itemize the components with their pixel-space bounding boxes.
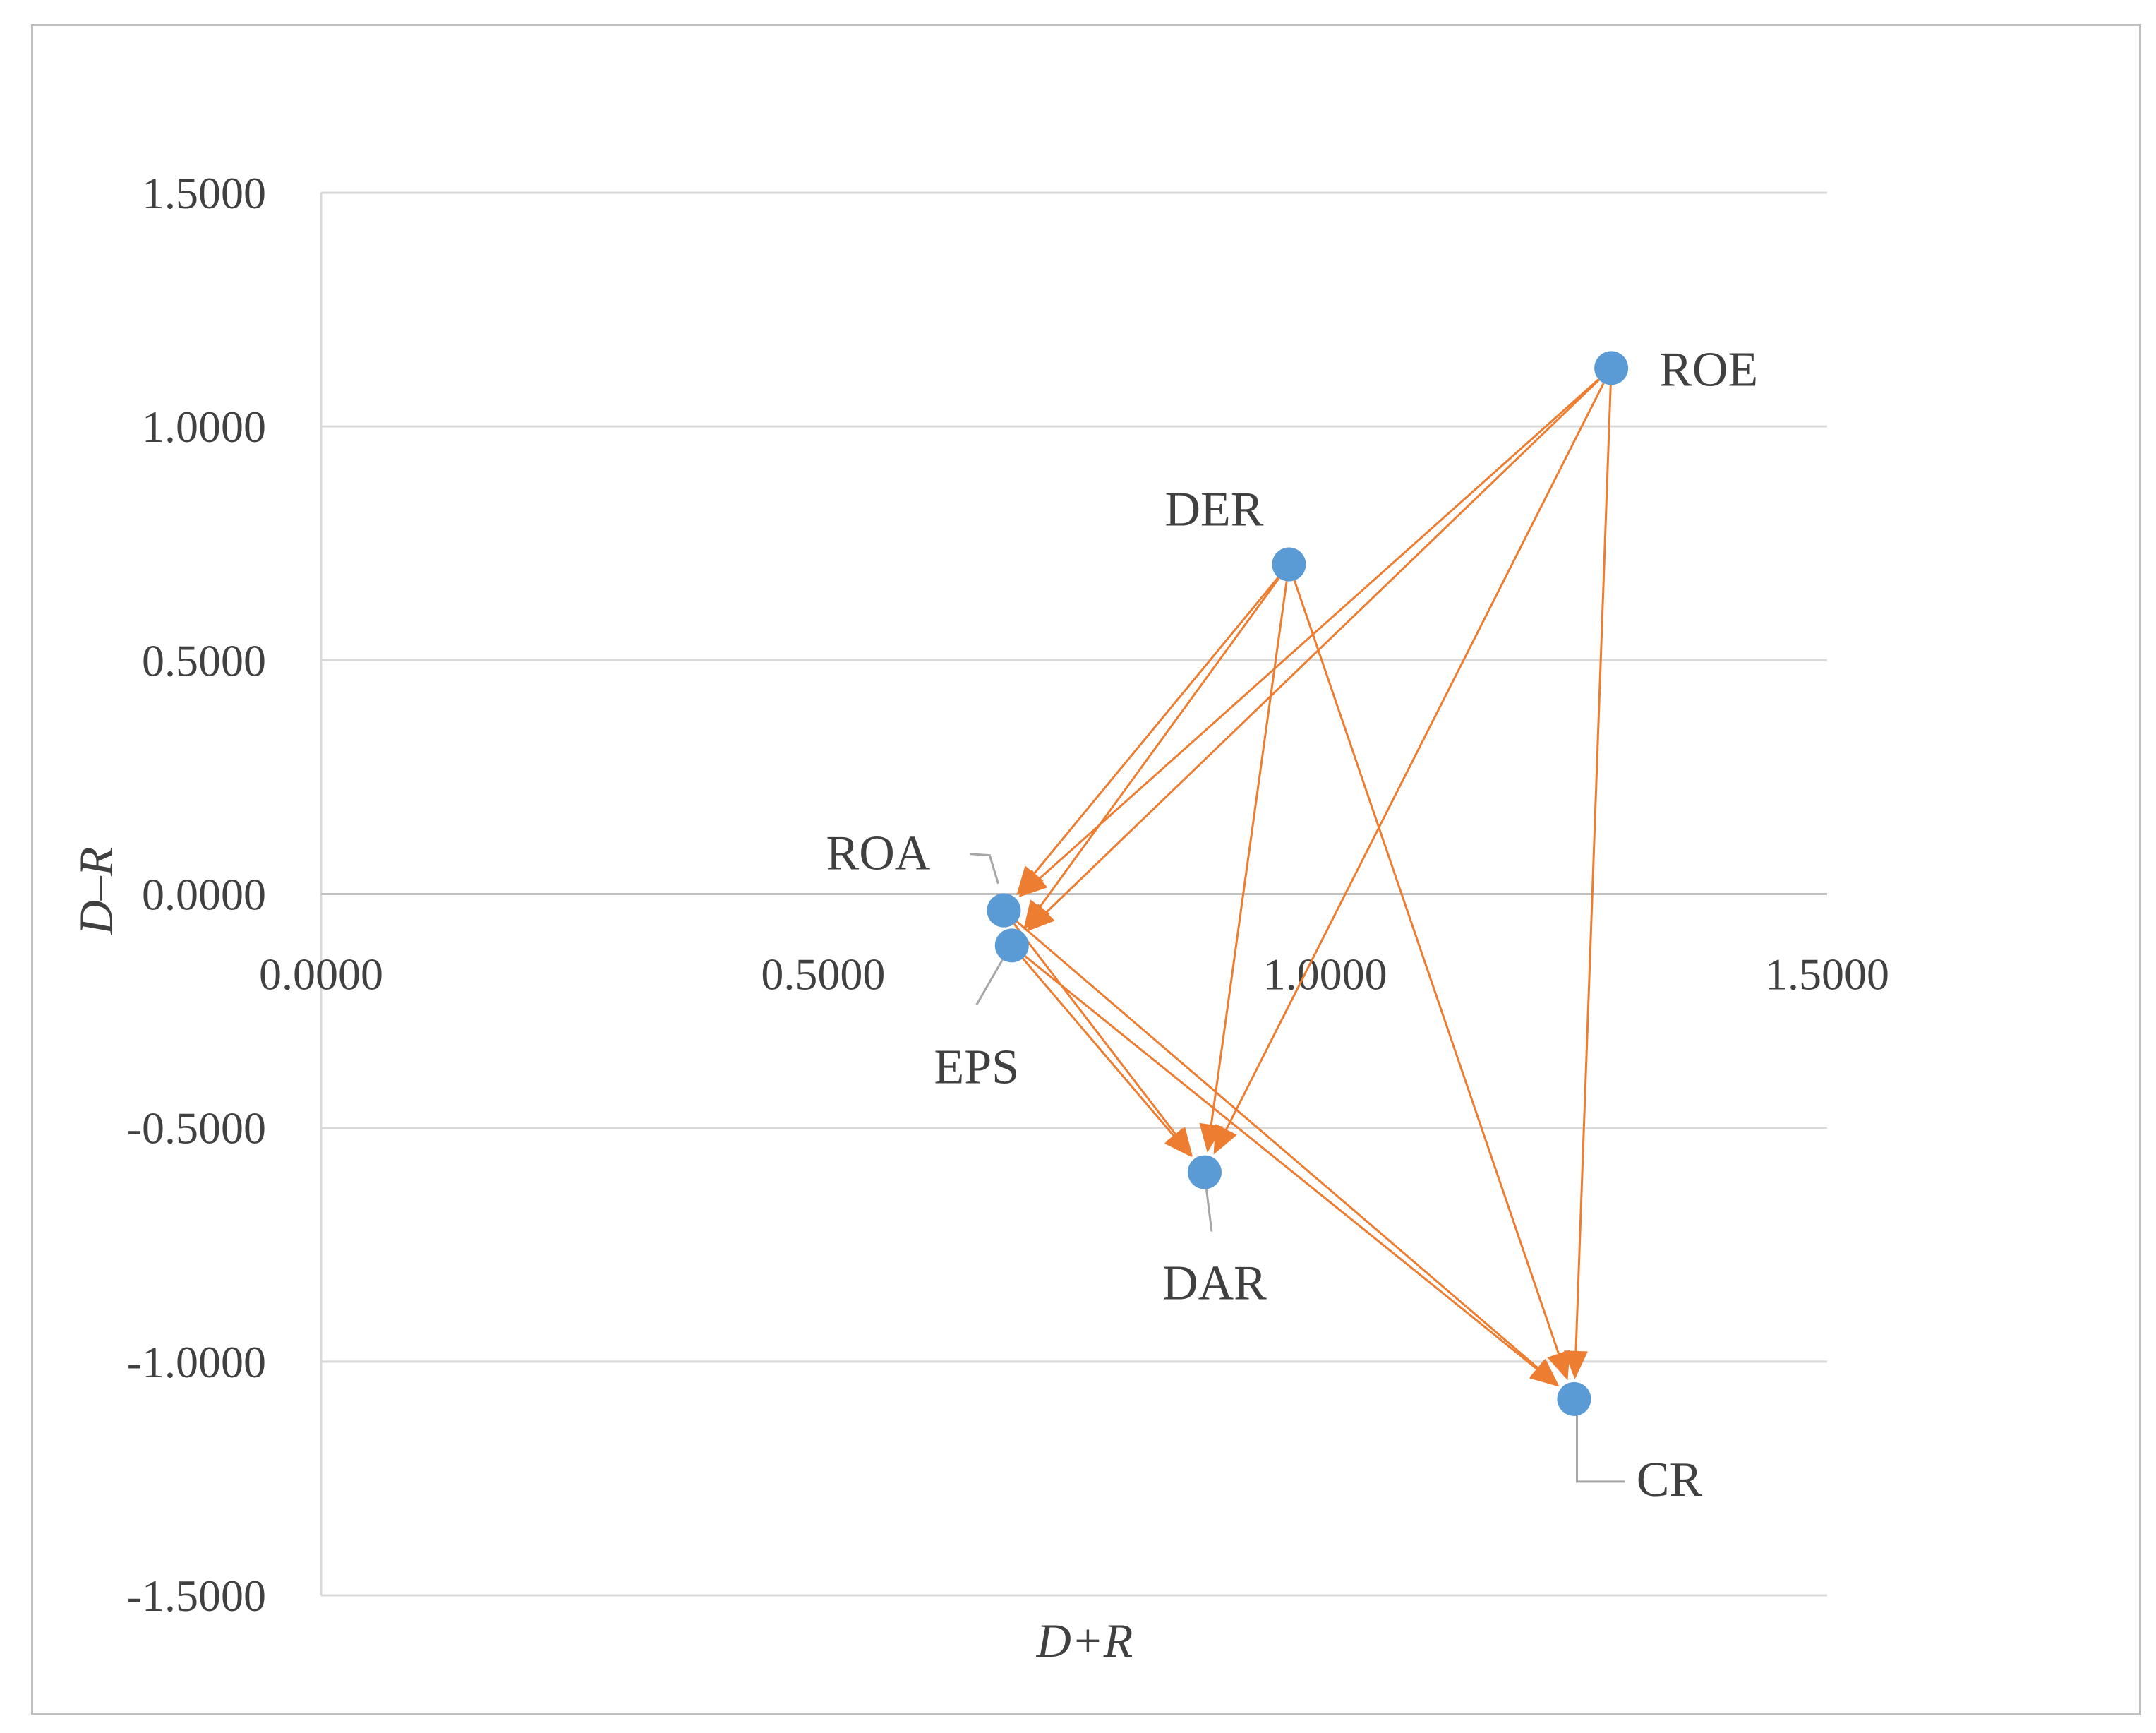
point-label-cr: CR xyxy=(1637,1453,1703,1507)
x-axis-title: D+R xyxy=(1036,1614,1133,1667)
arrowhead-der-to-eps xyxy=(1023,899,1050,930)
axes: 1.5000 1.0000 0.5000 0.0000 -0.5000 -1.0000 -1… xyxy=(127,168,1889,1621)
point-dar xyxy=(1187,1155,1222,1189)
y-tick-label: -0.5000 xyxy=(127,1103,266,1153)
arrow-roe-to-eps xyxy=(1027,378,1600,931)
label-leaders xyxy=(970,853,1625,1483)
arrowhead-eps-to-cr xyxy=(1529,1359,1559,1387)
y-tick-label: 0.5000 xyxy=(142,635,266,685)
arrow-roe-to-dar xyxy=(1214,383,1605,1153)
point-eps xyxy=(994,928,1029,963)
arrowhead-eps-to-dar xyxy=(1164,1127,1192,1158)
arrow-roa-to-dar xyxy=(1013,923,1192,1156)
point-label-roa: ROA xyxy=(826,827,931,881)
leader-cr xyxy=(1575,1401,1625,1483)
point-roa xyxy=(987,893,1021,928)
point-label-roe: ROE xyxy=(1659,342,1758,397)
point-label-der: DER xyxy=(1164,483,1263,537)
data-points xyxy=(987,351,1629,1416)
arrow-eps-to-dar xyxy=(1022,957,1191,1156)
y-axis-title: D–R xyxy=(69,847,123,936)
point-cr xyxy=(1557,1381,1591,1416)
arrowhead-roe-to-cr xyxy=(1563,1350,1588,1379)
point-roe xyxy=(1594,351,1629,385)
point-der xyxy=(1272,547,1306,582)
point-label-dar: DAR xyxy=(1162,1257,1267,1311)
x-tick-label: 1.0000 xyxy=(1263,949,1387,1000)
arrow-eps-to-cr xyxy=(1024,955,1558,1386)
arrow-der-to-roa xyxy=(1017,577,1279,894)
arrow-der-to-eps xyxy=(1024,577,1280,928)
y-tick-label: -1.0000 xyxy=(127,1337,266,1387)
x-tick-label: 1.5000 xyxy=(1765,949,1889,1000)
point-label-eps: EPS xyxy=(934,1040,1019,1094)
point-labels: ROE DER ROA EPS DAR CR xyxy=(826,342,1759,1506)
y-tick-label: 1.0000 xyxy=(142,402,266,452)
arrowhead-der-to-cr xyxy=(1547,1349,1570,1381)
arrowhead-der-to-roa xyxy=(1016,865,1044,896)
leader-roa xyxy=(970,853,999,885)
arrow-roe-to-roa xyxy=(1020,378,1600,897)
y-tick-label: 1.5000 xyxy=(142,168,266,218)
y-tick-label: 0.0000 xyxy=(142,870,266,920)
arrow-roa-to-cr xyxy=(1016,921,1558,1386)
x-tick-label: 0.0000 xyxy=(259,949,383,1000)
gridlines xyxy=(321,191,1827,1597)
arrow-der-to-cr xyxy=(1293,580,1568,1379)
y-tick-label: -1.5000 xyxy=(127,1571,266,1621)
x-tick-label: 0.5000 xyxy=(761,949,885,1000)
arrowhead-der-to-dar xyxy=(1199,1122,1224,1153)
influence-arrows xyxy=(1013,378,1612,1387)
scatter-chart: 1.5000 1.0000 0.5000 0.0000 -0.5000 -1.0000 -1… xyxy=(69,168,1889,1667)
arrow-der-to-dar xyxy=(1206,581,1288,1151)
arrow-roe-to-cr xyxy=(1574,385,1612,1377)
chart-frame: 1.5000 1.0000 0.5000 0.0000 -0.5000 -1.0000 -1… xyxy=(31,24,2141,1715)
